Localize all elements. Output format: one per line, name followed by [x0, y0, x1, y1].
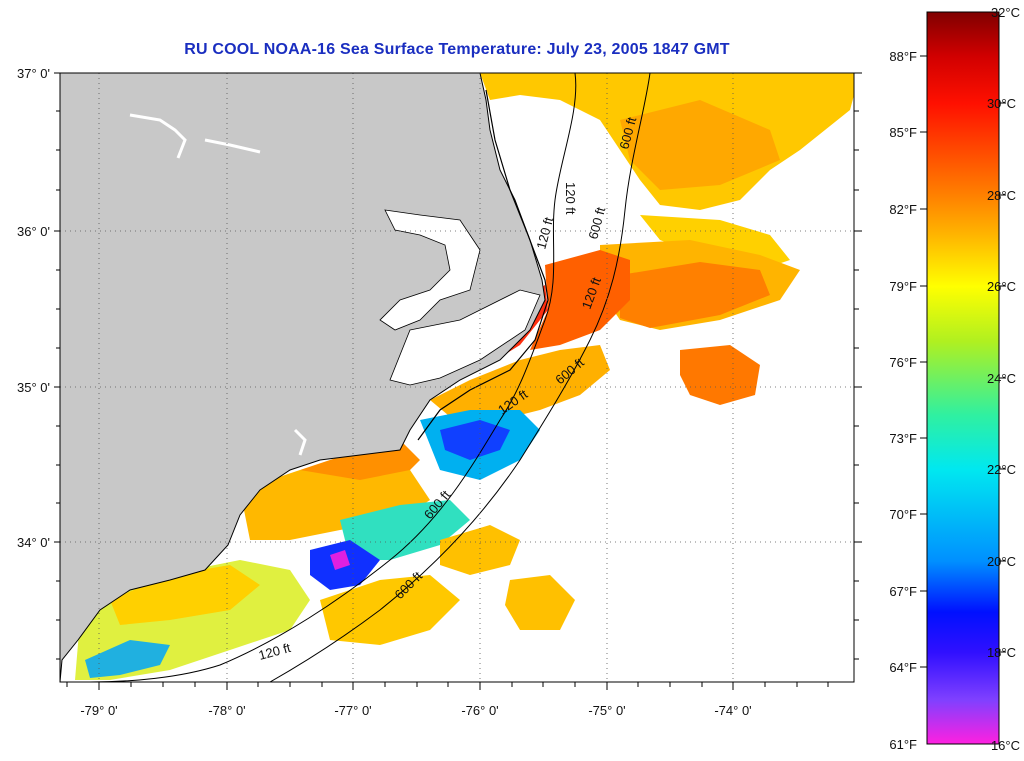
lon-tick-label: -79° 0': [80, 703, 117, 718]
sst-patch: [440, 525, 520, 575]
sst-patch: [530, 250, 630, 350]
barrier-island: [417, 89, 549, 441]
sst-patch: [680, 345, 760, 405]
sst-patch: [320, 575, 460, 645]
celsius-label: 32°C: [991, 5, 1020, 20]
sst-patch: [430, 345, 610, 425]
fahrenheit-label: 82°F: [889, 202, 917, 217]
celsius-label: 16°C: [991, 738, 1020, 753]
celsius-label: 24°C: [987, 371, 1016, 386]
lake-water: [293, 428, 307, 456]
sst-patch: [620, 262, 770, 328]
lon-tick-label: -76° 0': [461, 703, 498, 718]
lat-tick-label: 34° 0': [17, 535, 50, 550]
celsius-label: 18°C: [987, 645, 1016, 660]
fahrenheit-label: 61°F: [889, 737, 917, 752]
lon-tick-label: -74° 0': [714, 703, 751, 718]
sst-patch: [440, 420, 510, 460]
fahrenheit-label: 76°F: [889, 355, 917, 370]
celsius-label: 30°C: [987, 96, 1016, 111]
lon-tick-label: -78° 0': [208, 703, 245, 718]
map-frame: [59, 72, 855, 683]
colorbar-ticks: [920, 55, 1006, 668]
sst-patch: [330, 550, 350, 570]
fahrenheit-label: 64°F: [889, 660, 917, 675]
celsius-label: 20°C: [987, 554, 1016, 569]
sound-water: [389, 289, 541, 386]
contour-120ft: [89, 73, 577, 682]
lat-tick-label: 35° 0': [17, 380, 50, 395]
fahrenheit-label: 67°F: [889, 584, 917, 599]
celsius-label: 26°C: [987, 279, 1016, 294]
y-ticks: [54, 72, 862, 660]
fahrenheit-label: 85°F: [889, 125, 917, 140]
celsius-labels: 32°C 30°C 28°C 26°C 24°C 22°C 20°C 18°C …: [987, 5, 1020, 753]
x-axis-labels: -79° 0' -78° 0' -77° 0' -76° 0' -75° 0' …: [80, 703, 751, 718]
sst-patch: [505, 575, 575, 630]
colorbar-gradient: [926, 11, 1000, 745]
lat-tick-label: 36° 0': [17, 224, 50, 239]
fahrenheit-labels: 88°F 85°F 82°F 79°F 76°F 73°F 70°F 67°F …: [889, 49, 917, 752]
sst-patch: [340, 500, 470, 560]
y-axis-labels: 37° 0' 36° 0' 35° 0' 34° 0': [17, 66, 50, 550]
fahrenheit-label: 88°F: [889, 49, 917, 64]
celsius-label: 28°C: [987, 188, 1016, 203]
sound-water: [379, 209, 481, 331]
contour-600ft: [269, 73, 651, 682]
lon-tick-label: -77° 0': [334, 703, 371, 718]
celsius-label: 22°C: [987, 462, 1016, 477]
lake-water: [129, 113, 261, 159]
contour-label: 120 ft: [563, 182, 578, 215]
lat-tick-label: 37° 0': [17, 66, 50, 81]
lon-tick-label: -75° 0': [588, 703, 625, 718]
bathymetry-contours: [89, 73, 651, 682]
fahrenheit-label: 70°F: [889, 507, 917, 522]
sst-patch: [110, 565, 260, 625]
fahrenheit-label: 79°F: [889, 279, 917, 294]
fahrenheit-label: 73°F: [889, 431, 917, 446]
sst-patch: [620, 100, 780, 190]
map-title: RU COOL NOAA-16 Sea Surface Temperature:…: [184, 41, 730, 58]
x-ticks: [66, 682, 829, 690]
sst-patch: [85, 640, 170, 678]
